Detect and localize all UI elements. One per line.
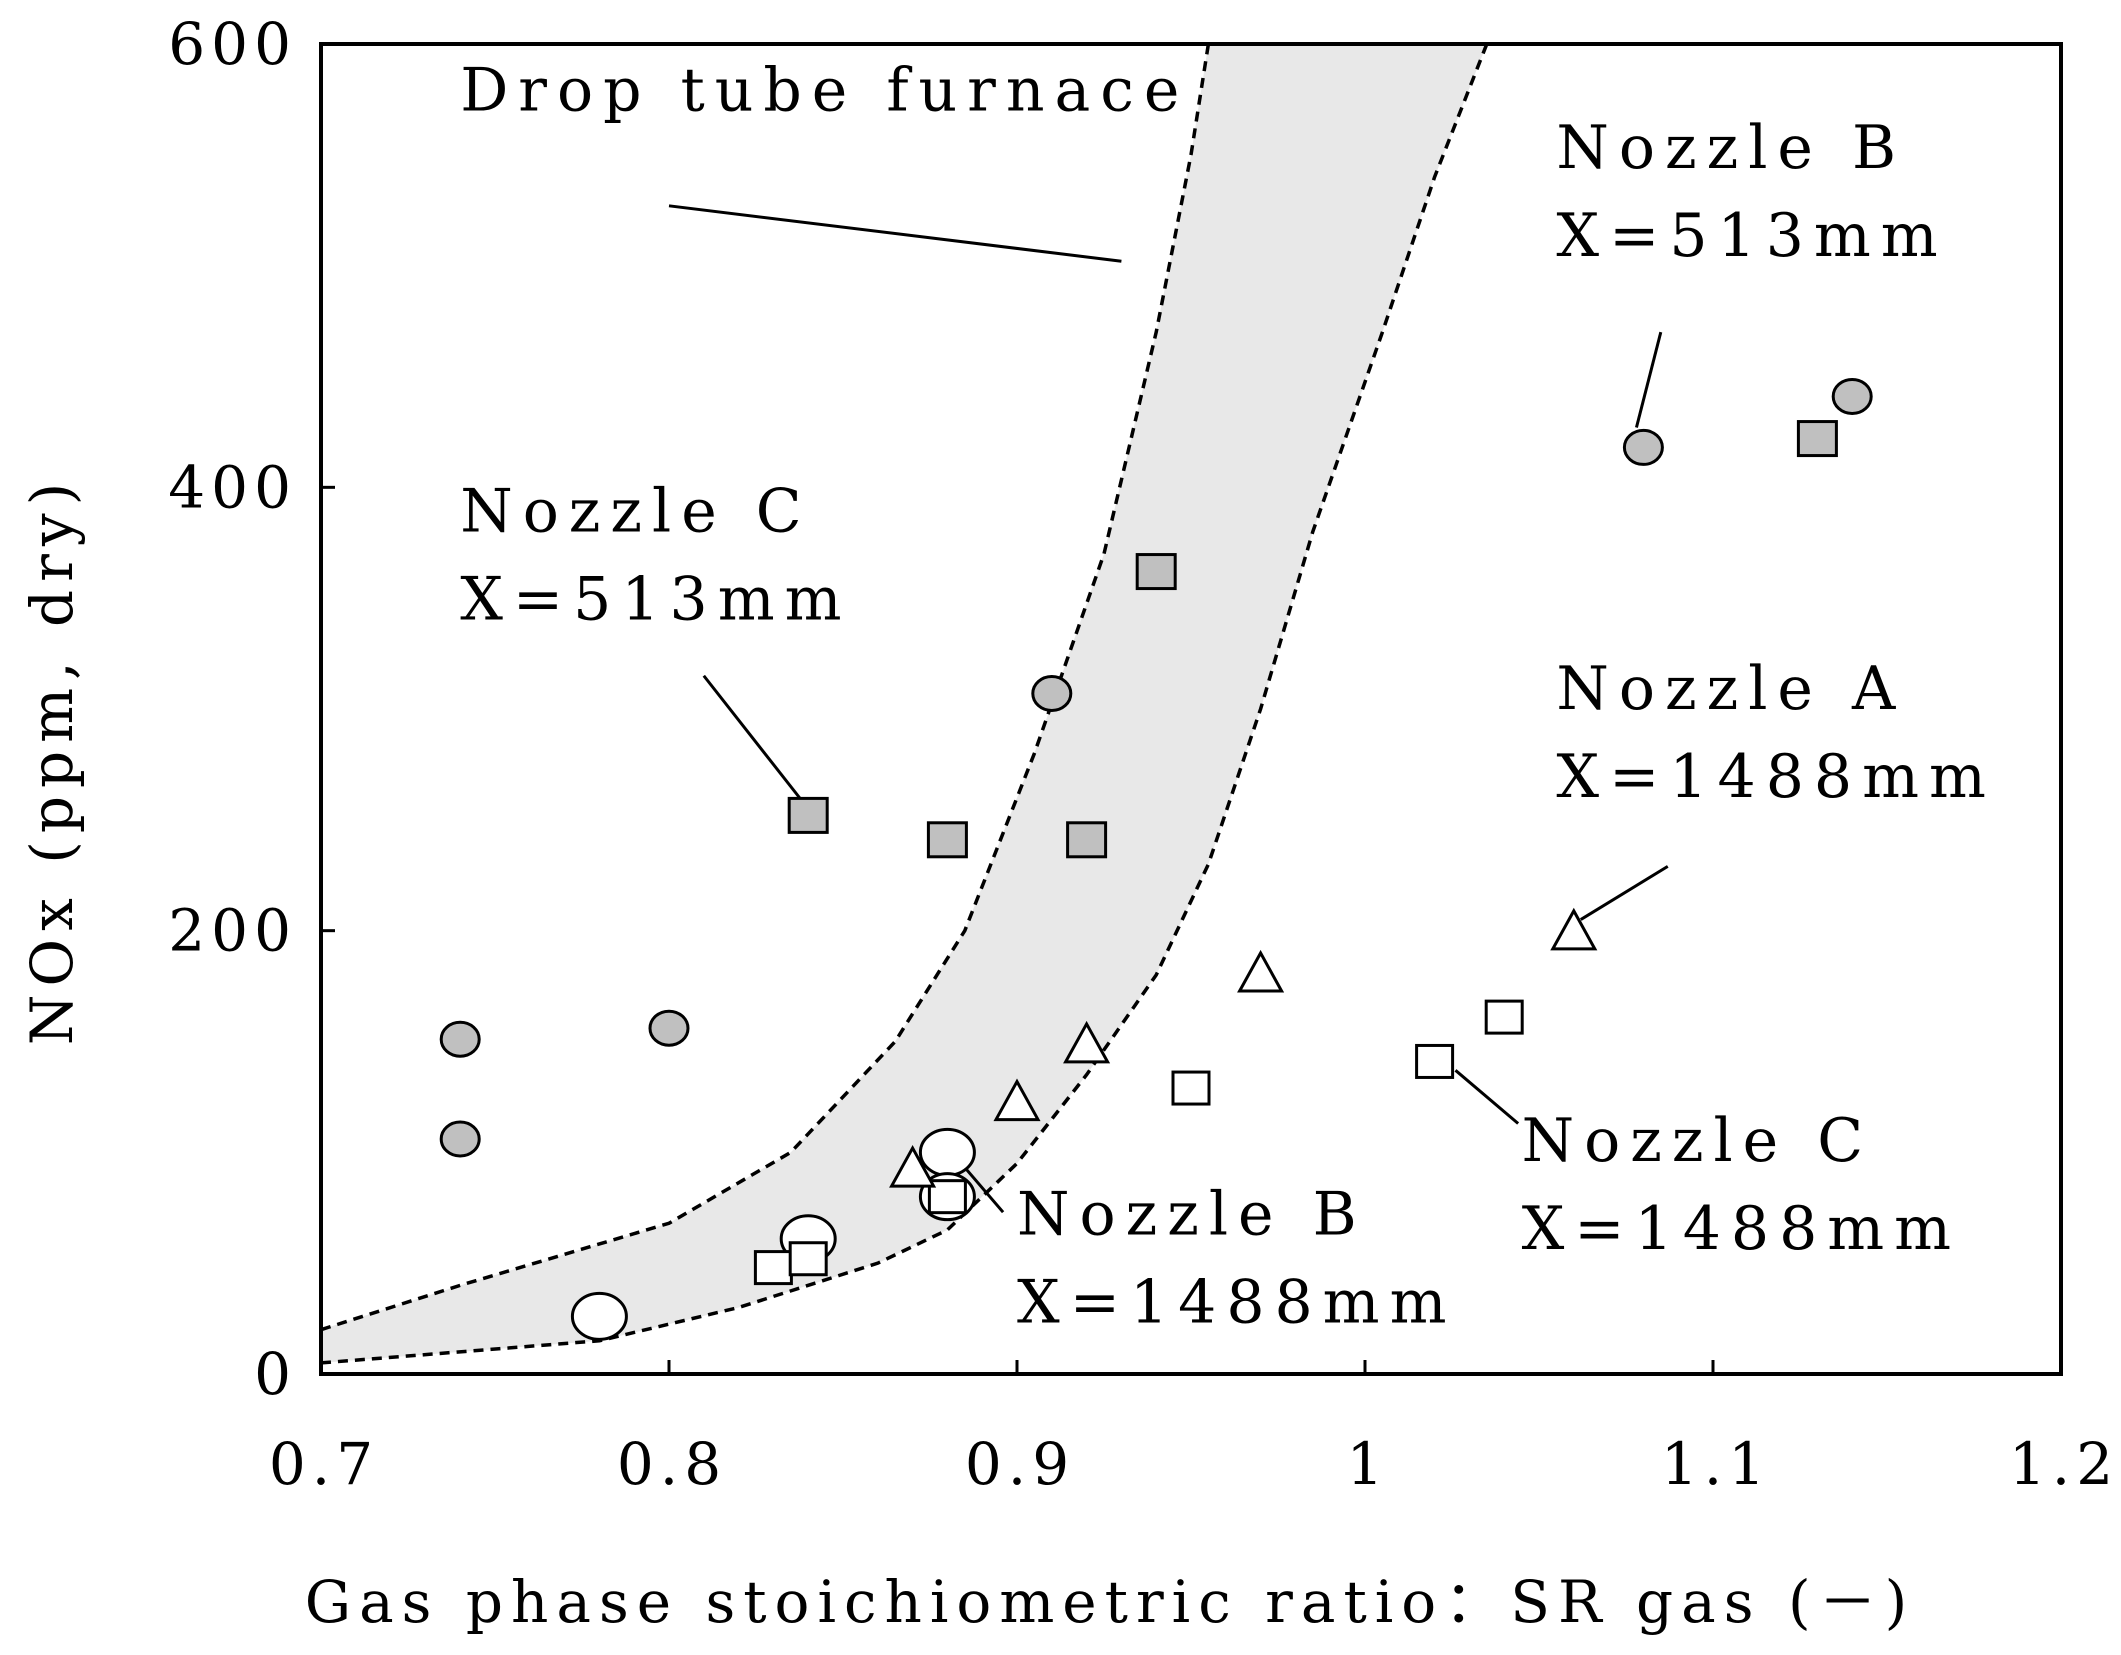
x-tick-label: 1.2 [2009,1430,2119,1498]
annotation-leader-line [668,204,1122,263]
x-tick-label: 0.7 [269,1430,379,1498]
annotation-label: Nozzle B [1017,1179,1367,1249]
open-square-marker [788,1241,828,1277]
x-axis-title: Gas phase stoichiometric ratio：SR gas (－… [305,1568,1915,1636]
drop-tube-furnace-band [321,44,1487,1363]
band-lower-boundary [320,43,1489,1365]
open-square-marker [753,1250,793,1286]
open-circle-marker [570,1291,628,1341]
open-triangle-marker [1063,1020,1111,1064]
open-square-marker [1484,999,1524,1035]
open-square-marker [1415,1043,1455,1079]
band-upper-boundary [320,43,1211,1332]
marker-layer [439,377,1873,1341]
filled-square-marker [1796,420,1838,458]
x-tick-label: 0.9 [965,1430,1075,1498]
open-triangle-marker [889,1144,937,1188]
annotation-leader-line [1579,865,1669,921]
band-layer [320,43,1489,1365]
x-tick-label: 1.1 [1661,1430,1771,1498]
plot-frame [319,42,2063,1376]
y-tick-label: 200 [168,897,297,965]
filled-square-marker [787,796,829,834]
open-triangle-marker [993,1078,1041,1122]
filled-circle-marker [1031,674,1073,712]
annotation-label: X=1488mm [1017,1267,1456,1337]
annotation-label: Nozzle C [460,477,812,547]
annotation-label: Nozzle C [1522,1106,1874,1176]
annotation-label: X=513mm [1556,201,1947,271]
open-triangle-marker [1550,907,1598,951]
filled-circle-marker [1622,428,1664,466]
tick-layer: 0.7 0.8 0.9 1 1.1 1.2 0 200 400 600 [168,10,2119,1498]
annotation-leader-line [702,674,803,801]
annotation-leader-line [960,1162,1005,1214]
filled-circle-marker [439,1020,481,1058]
x-tick-label: 0.8 [617,1430,727,1498]
y-tick-label: 600 [168,10,297,78]
annotation-label: X=513mm [460,565,851,635]
filled-square-marker [926,821,968,859]
open-square-marker [927,1179,967,1215]
annotation-label: X=1488mm [1522,1194,1961,1264]
y-axis-title: NOx (ppm, dry) [18,475,86,1045]
filled-square-marker [1066,821,1108,859]
open-triangle-marker [1237,949,1285,993]
annotation-label: Nozzle A [1556,654,1905,724]
filled-square-marker [1135,553,1177,591]
open-square-marker [1171,1070,1211,1106]
y-tick-label: 0 [254,1340,297,1408]
annotation-label: X=1488mm [1556,742,1995,812]
annotation-label: Drop tube furnace [460,56,1189,126]
annotation-leader-line [1634,331,1663,428]
filled-circle-marker [439,1120,481,1158]
y-tick-label: 400 [168,453,297,521]
filled-circle-marker [1831,377,1873,415]
annotation-label: Nozzle B [1556,113,1906,183]
annotation-leader-line [1454,1069,1520,1125]
open-circle-marker [918,1127,976,1177]
annotation-layer: Drop tube furnace Nozzle B X=513mm Nozzle C… [460,56,1995,1338]
filled-circle-marker [648,1009,690,1047]
x-tick-label: 1 [1347,1430,1390,1498]
leader-layer [668,204,1669,1214]
